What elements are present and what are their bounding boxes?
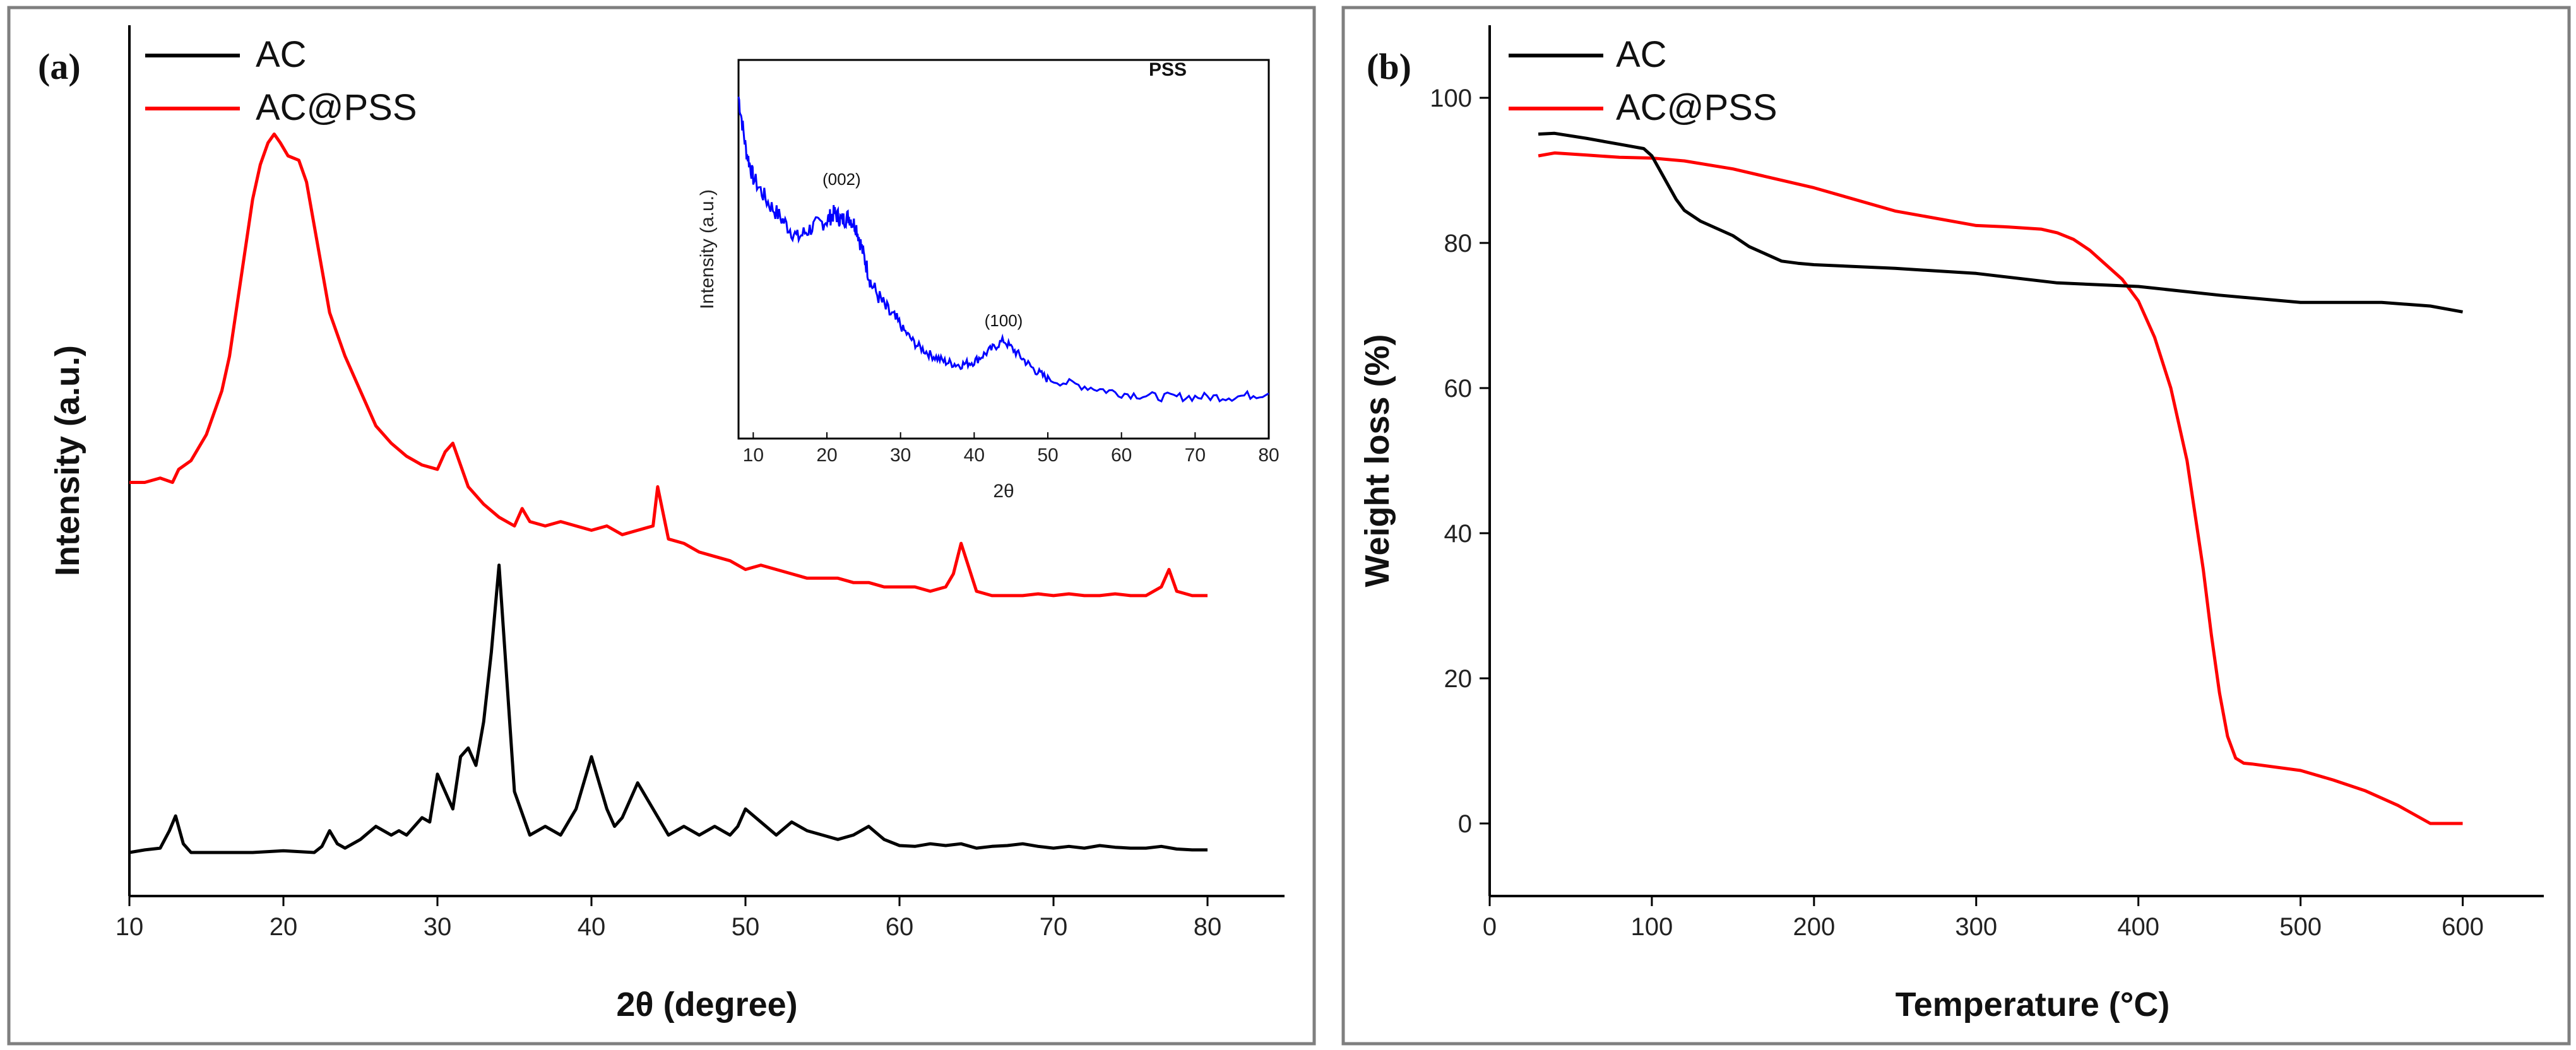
y-tick-label-b-0: 0 (1458, 810, 1472, 838)
legend-b-acpss-label: AC@PSS (1616, 87, 1778, 128)
x-tick-label-a-30: 30 (424, 913, 452, 941)
inset-frame (737, 59, 1270, 440)
series-a-ac-line (129, 563, 1208, 854)
x-tick-label-b-300: 300 (1955, 913, 1997, 941)
inset-x-tick-label-40: 40 (964, 445, 985, 466)
panel-a-x-title: 2θ (degree) (616, 986, 797, 1023)
series-b-acpss-line (1538, 151, 2463, 825)
inset-annotation-002: (002) (822, 170, 861, 189)
inset-x-ticks: 10 20 30 40 50 60 70 80 (743, 432, 1279, 466)
inset-y-title: Intensity (a.u.) (697, 189, 718, 309)
x-tick-label-b-400: 400 (2117, 913, 2159, 941)
panel-b: (b) AC AC@PSS 0 100 200 300 400 500 600 0 20 40 6… (1341, 6, 2571, 1046)
legend-a-acpss-label: AC@PSS (256, 87, 417, 128)
panel-b-y-ticks: 0 20 40 60 80 100 (1430, 85, 1490, 838)
panel-a-legend: AC AC@PSS (145, 34, 417, 128)
panel-a: (a) AC AC@PSS 10 20 30 40 50 60 70 80 2θ (degre… (7, 6, 1316, 1046)
y-tick-label-b-60: 60 (1444, 375, 1473, 403)
inset-pss-line (737, 97, 1269, 403)
inset-x-tick-label-60: 60 (1111, 445, 1132, 466)
inset-x-tick-label-50: 50 (1037, 445, 1058, 466)
x-tick-label-a-70: 70 (1040, 913, 1068, 941)
x-tick-label-b-500: 500 (2279, 913, 2322, 941)
inset-x-tick-label-30: 30 (890, 445, 911, 466)
panel-a-inset: PSS 2θ Intensity (a.u.) 10 20 30 40 50 60 70 80… (697, 59, 1279, 502)
x-tick-label-a-60: 60 (886, 913, 914, 941)
x-tick-label-b-100: 100 (1631, 913, 1673, 941)
x-tick-label-a-10: 10 (116, 913, 144, 941)
panel-b-x-ticks: 0 100 200 300 400 500 600 (1483, 896, 2484, 941)
panel-a-label: (a) (38, 46, 81, 87)
inset-title: PSS (1149, 59, 1187, 80)
x-tick-label-b-200: 200 (1793, 913, 1835, 941)
panel-a-frame (7, 6, 1316, 1046)
x-tick-label-b-600: 600 (2442, 913, 2484, 941)
legend-a-ac-label: AC (256, 34, 307, 75)
inset-x-tick-label-70: 70 (1185, 445, 1206, 466)
x-tick-label-a-50: 50 (732, 913, 760, 941)
inset-x-tick-label-10: 10 (743, 445, 764, 466)
x-tick-label-a-80: 80 (1194, 913, 1222, 941)
panel-a-x-ticks: 10 20 30 40 50 60 70 80 (116, 896, 1222, 941)
inset-annotation-100: (100) (985, 311, 1023, 330)
y-tick-label-b-100: 100 (1430, 85, 1472, 112)
panel-b-label: (b) (1367, 46, 1411, 87)
inset-x-tick-label-20: 20 (816, 445, 837, 466)
y-tick-label-b-80: 80 (1444, 230, 1473, 257)
panel-b-y-title: Weight loss (%) (1358, 334, 1396, 587)
y-tick-label-b-20: 20 (1444, 665, 1473, 693)
series-b-ac-line (1538, 131, 2463, 314)
inset-x-title: 2θ (993, 481, 1014, 502)
panel-b-x-title: Temperature (°C) (1896, 986, 2170, 1023)
legend-b-ac-label: AC (1616, 34, 1667, 75)
x-tick-label-b-0: 0 (1483, 913, 1497, 941)
x-tick-label-a-20: 20 (270, 913, 298, 941)
y-tick-label-b-40: 40 (1444, 520, 1473, 548)
series-a-acpss-line (129, 133, 1208, 598)
panel-a-y-title: Intensity (a.u.) (49, 345, 86, 576)
inset-x-tick-label-80: 80 (1258, 445, 1279, 466)
x-tick-label-a-40: 40 (578, 913, 606, 941)
panel-b-frame (1341, 6, 2571, 1046)
panel-b-legend: AC AC@PSS (1509, 34, 1778, 128)
